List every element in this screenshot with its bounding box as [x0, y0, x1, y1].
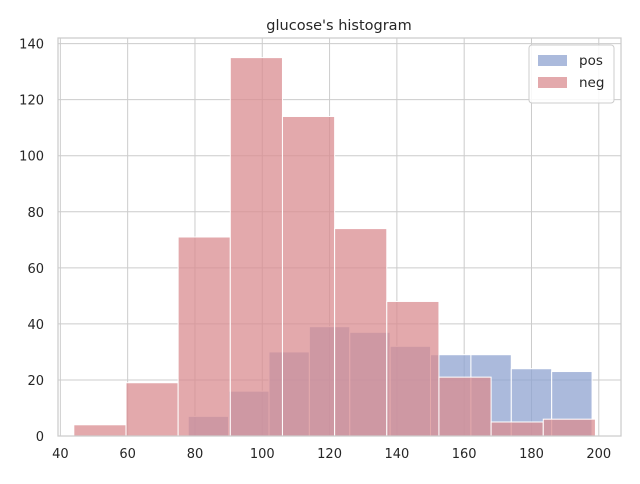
- x-tick-label: 100: [250, 447, 275, 462]
- histogram-bars: [73, 57, 596, 437]
- axes: 40 60 80 100 120 140 160 180 200 0 20 40 60 80 100 120 1…: [19, 37, 622, 462]
- x-tick-label: 160: [452, 447, 477, 462]
- histogram-bar-neg: [334, 228, 388, 437]
- histogram-bar-neg: [542, 418, 596, 437]
- y-tick-label: 0: [36, 430, 44, 445]
- histogram-bar-neg: [438, 376, 492, 437]
- x-tick-label: 80: [187, 447, 204, 462]
- legend-label-pos: pos: [579, 53, 603, 69]
- histogram-bar-neg: [125, 382, 179, 437]
- y-tick-label: 140: [19, 38, 44, 53]
- legend-label-neg: neg: [579, 75, 604, 91]
- y-tick-label: 120: [19, 94, 44, 109]
- x-tick-label: 180: [519, 447, 544, 462]
- histogram-bar-neg: [73, 424, 127, 437]
- histogram-bar-neg: [281, 115, 336, 437]
- x-tick-label: 40: [52, 447, 69, 462]
- histogram-bar-neg: [386, 300, 440, 437]
- histogram-bar-neg: [229, 57, 283, 437]
- chart-title: glucose's histogram: [266, 18, 411, 34]
- y-tick-label: 60: [27, 262, 44, 277]
- y-tick-label: 80: [27, 206, 44, 221]
- x-tick-label: 60: [119, 447, 136, 462]
- y-tick-label: 100: [19, 150, 44, 165]
- histogram-bar-neg: [177, 236, 231, 437]
- legend-swatch-pos: [538, 55, 567, 66]
- legend: pos neg: [528, 44, 615, 104]
- x-tick-label: 140: [384, 447, 409, 462]
- plot-frame: [57, 37, 622, 437]
- x-tick-label: 120: [317, 447, 342, 462]
- legend-swatch-neg: [538, 77, 567, 88]
- histogram-bar-neg: [490, 421, 544, 437]
- x-tick-label: 200: [586, 447, 611, 462]
- y-tick-label: 40: [27, 318, 44, 333]
- y-tick-label: 20: [27, 374, 44, 389]
